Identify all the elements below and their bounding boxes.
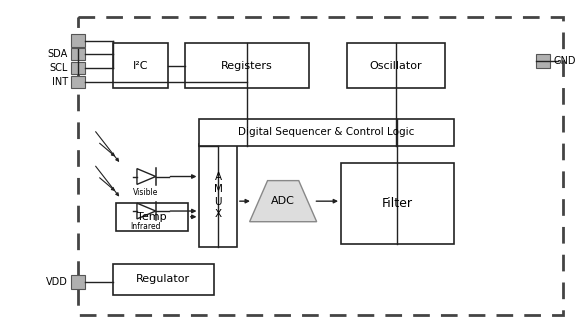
Text: Registers: Registers [221,60,273,71]
Bar [71,48,85,60]
Bar [536,54,550,68]
Bar [78,17,563,314]
Bar [71,62,85,74]
Bar [71,34,85,47]
Bar [200,119,454,146]
Text: Filter: Filter [382,197,413,210]
Bar [341,163,454,244]
Bar [185,43,309,88]
Text: A
M
U
X: A M U X [213,172,223,219]
Text: Infrared: Infrared [130,222,161,231]
Text: SDA: SDA [48,49,68,59]
Bar [71,275,85,289]
Text: Oscillator: Oscillator [369,60,422,71]
Bar [113,264,214,295]
Text: GND: GND [553,56,576,66]
Bar [71,76,85,88]
Bar [115,203,188,231]
Text: VDD: VDD [46,277,68,287]
Text: INT: INT [52,77,68,87]
Text: SCL: SCL [49,63,68,73]
Text: ADC: ADC [271,196,295,206]
Text: Temp: Temp [137,212,166,222]
Text: I²C: I²C [132,60,148,71]
Text: Regulator: Regulator [136,274,190,284]
Bar [347,43,445,88]
Text: Visible: Visible [133,188,158,197]
Polygon shape [249,181,317,222]
Bar [113,43,168,88]
Text: Digital Sequencer & Control Logic: Digital Sequencer & Control Logic [238,127,415,138]
Bar [200,144,237,247]
